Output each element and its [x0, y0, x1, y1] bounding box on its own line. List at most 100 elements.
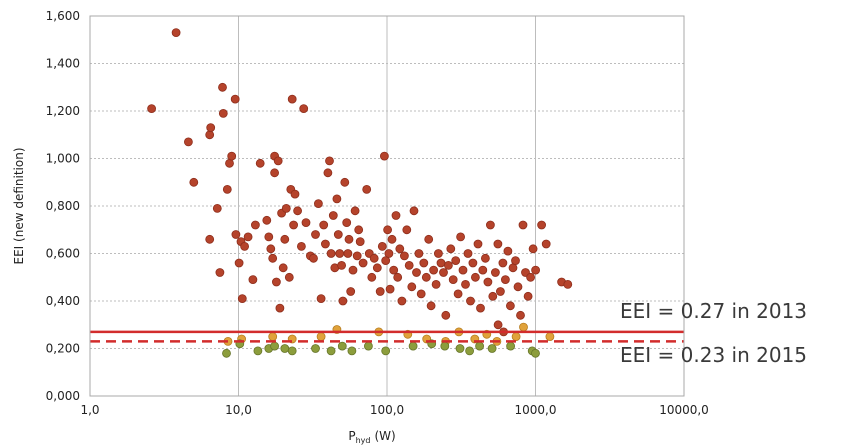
data-point: [498, 258, 508, 268]
data-point: [218, 109, 228, 118]
y-tick-label: 0,200: [46, 342, 80, 356]
data-point: [311, 344, 320, 353]
data-point: [419, 258, 429, 268]
data-point: [488, 291, 498, 301]
data-point: [385, 284, 395, 294]
reference-lines: [90, 330, 684, 343]
data-point: [478, 265, 488, 275]
data-point: [337, 260, 347, 270]
data-point: [476, 303, 485, 313]
data-point: [253, 346, 263, 356]
data-point: [483, 277, 493, 287]
data-point: [218, 82, 227, 92]
data-point: [389, 265, 399, 275]
data-point: [500, 275, 510, 285]
data-point: [372, 263, 382, 273]
data-point: [205, 130, 215, 140]
data-point: [399, 251, 409, 261]
data-point: [237, 294, 247, 304]
data-point: [470, 272, 480, 282]
data-point: [416, 289, 426, 299]
data-point: [206, 123, 216, 132]
y-tick-label: 0,600: [46, 247, 80, 261]
data-point: [414, 249, 424, 258]
data-point: [301, 218, 311, 228]
data-point: [455, 344, 465, 353]
data-point: [412, 268, 421, 277]
data-point: [381, 256, 391, 266]
x-tick-label: 100,0: [370, 403, 404, 417]
data-point: [453, 289, 463, 299]
data-point: [495, 287, 505, 296]
data-point: [384, 249, 394, 258]
y-tick-label: 0,800: [46, 199, 80, 213]
data-point: [354, 225, 364, 235]
data-point: [325, 156, 334, 166]
data-point: [393, 272, 403, 282]
data-point: [278, 263, 288, 273]
data-point: [287, 346, 297, 356]
data-point: [465, 346, 475, 356]
data-point: [431, 279, 441, 289]
data-point: [402, 225, 412, 235]
data-point: [290, 189, 300, 199]
annotation-2015: EEI = 0.23 in 2015: [620, 343, 807, 367]
data-point: [222, 184, 232, 194]
data-point: [367, 272, 377, 282]
data-point: [490, 268, 500, 277]
data-point: [541, 239, 551, 249]
data-point: [270, 168, 280, 178]
data-point: [395, 244, 405, 254]
data-point: [264, 232, 274, 242]
data-point: [461, 279, 470, 289]
data-point: [189, 177, 199, 187]
x-tick-label: 1000,0: [515, 403, 557, 417]
data-point: [526, 272, 535, 282]
y-tick-label: 1,000: [46, 152, 80, 166]
data-point: [320, 239, 330, 249]
data-point: [316, 294, 326, 304]
data-point: [255, 158, 265, 168]
data-point: [309, 253, 318, 263]
data-point: [225, 158, 234, 168]
data-point: [537, 220, 546, 230]
data-point: [212, 203, 222, 213]
data-point: [323, 168, 333, 178]
y-tick-label: 1,600: [46, 9, 80, 23]
data-point: [487, 344, 497, 353]
data-point: [311, 230, 320, 239]
data-point: [270, 341, 280, 351]
data-point: [231, 230, 241, 239]
data-point: [508, 263, 518, 273]
data-point: [456, 232, 466, 242]
data-point: [528, 244, 538, 254]
data-point: [234, 258, 244, 268]
data-point: [248, 275, 258, 285]
data-point: [377, 241, 387, 251]
y-tick-labels: 0,000 0,200 0,400 0,600 0,800 1,000 1,200 1,400…: [46, 9, 80, 403]
data-point: [280, 344, 290, 353]
data-point: [426, 301, 436, 311]
data-point: [348, 265, 358, 275]
data-point: [326, 346, 336, 356]
y-tick-label: 1,200: [46, 104, 80, 118]
x-axis-label-subscript: hyd: [356, 436, 371, 445]
y-tick-label: 0,000: [46, 389, 80, 403]
x-tick-label: 10,0: [225, 403, 252, 417]
data-point: [352, 251, 362, 261]
data-point: [458, 265, 468, 275]
data-point: [215, 268, 225, 277]
data-point: [518, 220, 528, 230]
data-point: [387, 234, 397, 244]
data-point: [335, 249, 345, 258]
data-point: [230, 94, 240, 104]
y-axis-label: EEI (new definition): [12, 148, 26, 265]
x-axis-label: Phyd (W): [348, 429, 395, 445]
data-point: [271, 277, 281, 287]
data-point: [287, 94, 297, 104]
data-point: [441, 310, 451, 320]
data-point: [240, 241, 250, 251]
data-point: [451, 256, 461, 266]
data-point: [355, 237, 365, 247]
x-tick-label: 1,0: [80, 403, 99, 417]
